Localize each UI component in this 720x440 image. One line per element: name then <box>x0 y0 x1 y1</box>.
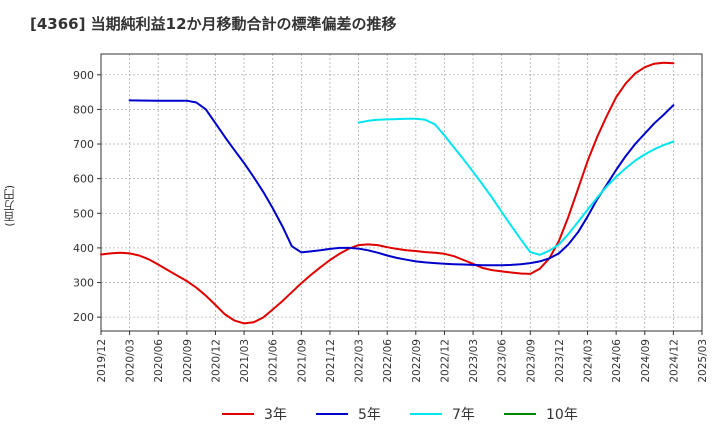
x-tick-label: 2020/06 <box>153 339 165 383</box>
x-tick-label: 2020/09 <box>182 339 194 383</box>
x-tick-label: 2022/06 <box>382 339 394 383</box>
x-tick-label: 2022/09 <box>411 339 423 383</box>
legend-label-7年: 7年 <box>452 407 475 423</box>
legend-label-3年: 3年 <box>264 407 287 423</box>
x-tick-label: 2021/06 <box>268 339 280 383</box>
y-tick-label: 900 <box>73 69 94 82</box>
y-tick-label: 300 <box>73 277 94 290</box>
plot-area <box>101 54 702 331</box>
x-tick-label: 2021/12 <box>325 339 337 383</box>
x-tick-label: 2024/03 <box>583 339 595 383</box>
y-tick-label: 800 <box>73 103 94 116</box>
x-tick-label: 2024/06 <box>611 339 623 383</box>
series-line-3年 <box>100 61 675 325</box>
x-tick-label: 2024/12 <box>668 339 680 383</box>
x-tick-label: 2020/12 <box>210 339 222 383</box>
x-tick-label: 2020/03 <box>125 339 137 383</box>
y-tick-label: 600 <box>73 173 94 186</box>
y-tick-label: 500 <box>73 207 94 220</box>
y-tick-label: 700 <box>73 138 94 151</box>
y-tick-label: 200 <box>73 311 94 324</box>
plot-frame <box>100 53 703 332</box>
x-tick-label: 2022/03 <box>354 339 366 383</box>
x-tick-label: 2022/12 <box>439 339 451 383</box>
x-tick-label: 2021/09 <box>296 339 308 383</box>
x-tick-label: 2021/03 <box>239 339 251 383</box>
legend-label-10年: 10年 <box>546 407 578 423</box>
x-tick-label: 2024/09 <box>640 339 652 383</box>
x-tick-label: 2023/09 <box>525 339 537 383</box>
x-tick-label: 2019/12 <box>96 339 108 383</box>
series-line-7年 <box>357 117 675 256</box>
x-tick-label: 2023/03 <box>468 339 480 383</box>
chart-title: [4366] 当期純利益12か月移動合計の標準偏差の推移 <box>30 15 397 33</box>
x-tick-label: 2023/12 <box>554 339 566 383</box>
y-tick-label: 400 <box>73 242 94 255</box>
x-tick-label: 2025/03 <box>697 339 709 383</box>
legend-label-5年: 5年 <box>358 407 381 423</box>
series-line-5年 <box>128 99 675 267</box>
x-tick-label: 2023/06 <box>497 339 509 383</box>
